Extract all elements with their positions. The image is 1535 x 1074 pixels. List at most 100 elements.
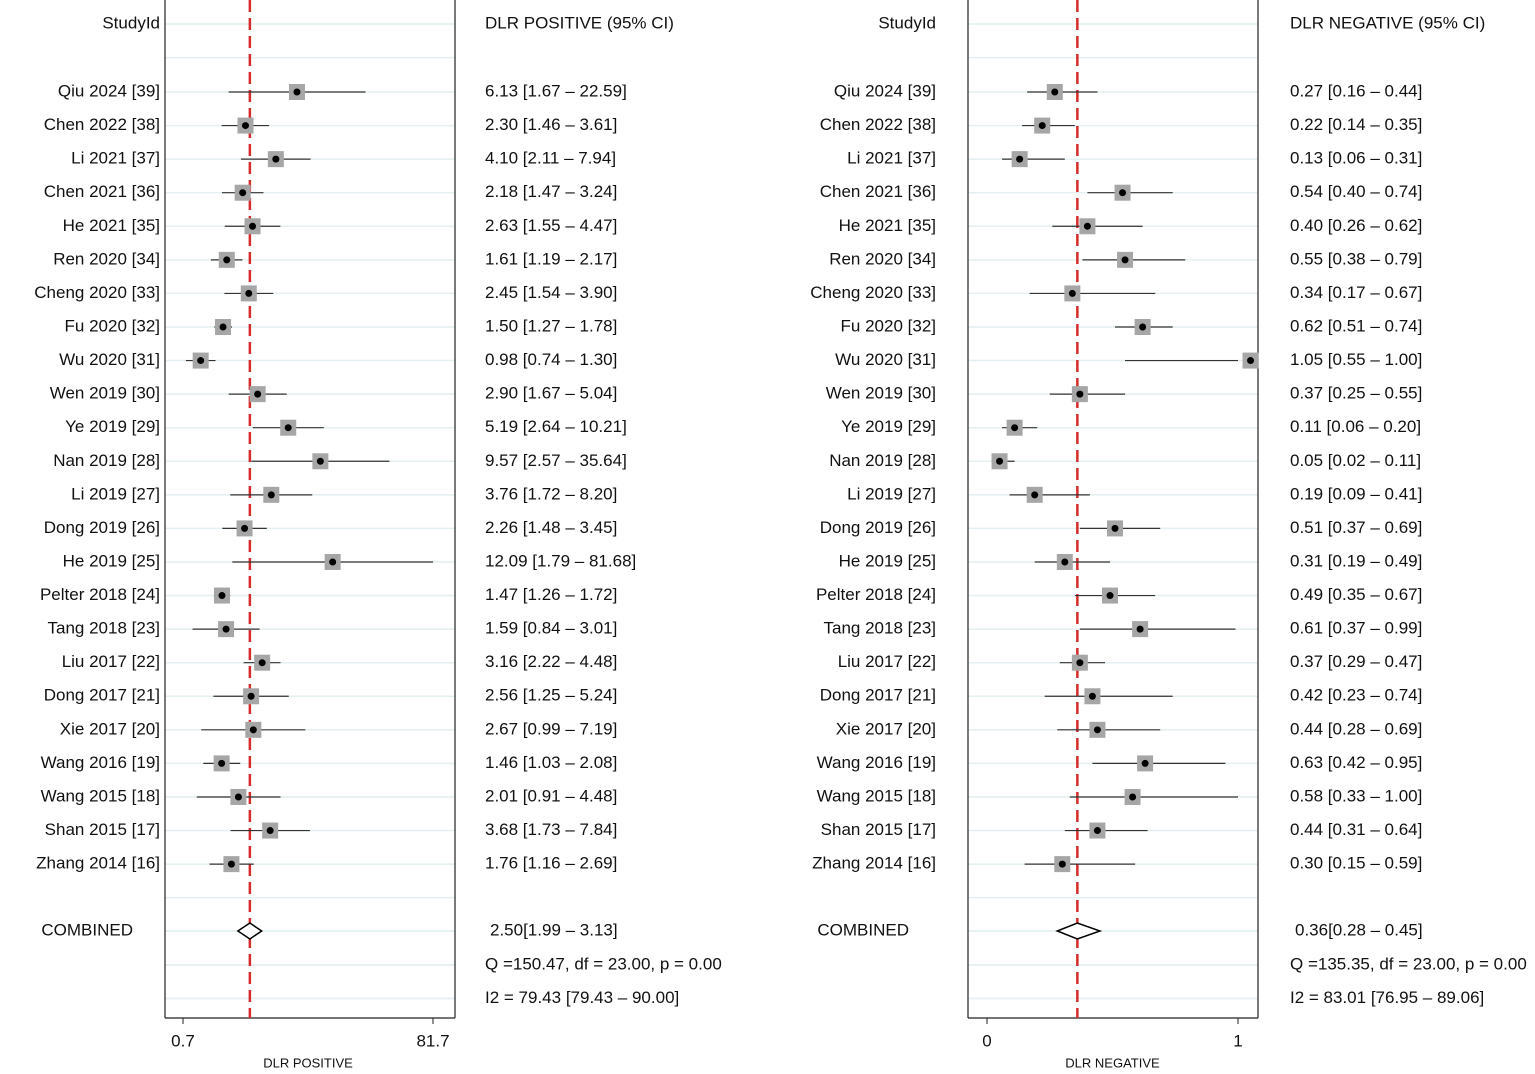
- study-estimate-label: 2.30 [1.46 – 3.61]: [485, 115, 617, 134]
- point-estimate: [247, 692, 255, 700]
- point-estimate: [1129, 793, 1137, 801]
- point-estimate: [1093, 726, 1101, 734]
- study-estimate-label: 2.56 [1.25 – 5.24]: [485, 686, 617, 705]
- point-estimate: [234, 793, 242, 801]
- x-axis-label: DLR NEGATIVE: [1065, 1055, 1160, 1070]
- study-name: Xie 2017 [20]: [60, 719, 160, 738]
- heterogeneity-stat: I2 = 83.01 [76.95 – 89.06]: [1290, 988, 1484, 1007]
- point-estimate: [1139, 323, 1147, 331]
- study-name: Xie 2017 [20]: [836, 719, 936, 738]
- study-name: Qiu 2024 [39]: [58, 81, 160, 100]
- study-estimate-label: 1.47 [1.26 – 1.72]: [485, 585, 617, 604]
- study-name: Pelter 2018 [24]: [816, 585, 936, 604]
- combined-estimate-label: 2.50[1.99 – 3.13]: [490, 920, 618, 939]
- study-name: Wang 2015 [18]: [817, 786, 936, 805]
- point-estimate: [1141, 759, 1149, 767]
- point-estimate: [254, 390, 262, 398]
- study-estimate-label: 0.61 [0.37 – 0.99]: [1290, 619, 1422, 638]
- heterogeneity-stat: Q =150.47, df = 23.00, p = 0.00: [485, 954, 722, 973]
- study-estimate-label: 2.18 [1.47 – 3.24]: [485, 182, 617, 201]
- study-estimate-label: 12.09 [1.79 – 81.68]: [485, 551, 636, 570]
- combined-label: COMBINED: [41, 920, 133, 939]
- point-estimate: [1058, 860, 1066, 868]
- x-tick-label: 1: [1233, 1031, 1242, 1050]
- study-name: Liu 2017 [22]: [62, 652, 160, 671]
- study-estimate-label: 2.01 [0.91 – 4.48]: [485, 786, 617, 805]
- ci-header: DLR POSITIVE (95% CI): [485, 13, 674, 32]
- study-estimate-label: 3.68 [1.73 – 7.84]: [485, 820, 617, 839]
- point-estimate: [1136, 625, 1144, 633]
- study-estimate-label: 4.10 [2.11 – 7.94]: [485, 149, 616, 168]
- study-name: He 2021 [35]: [63, 216, 160, 235]
- study-name: Tang 2018 [23]: [48, 619, 160, 638]
- point-estimate: [1247, 357, 1255, 365]
- point-estimate: [239, 189, 247, 197]
- study-estimate-label: 6.13 [1.67 – 22.59]: [485, 81, 627, 100]
- x-tick-label: 0: [982, 1031, 991, 1050]
- point-estimate: [293, 88, 301, 96]
- point-estimate: [996, 457, 1004, 465]
- study-name: Wang 2016 [19]: [41, 753, 160, 772]
- point-estimate: [223, 256, 231, 264]
- heterogeneity-stat: Q =135.35, df = 23.00, p = 0.00: [1290, 954, 1527, 973]
- point-estimate: [227, 860, 235, 868]
- x-tick-label: 0.7: [171, 1031, 195, 1050]
- study-name: Ren 2020 [34]: [829, 249, 936, 268]
- study-estimate-label: 1.76 [1.16 – 2.69]: [485, 854, 617, 873]
- x-tick-label: 81.7: [416, 1031, 449, 1050]
- study-estimate-label: 0.34 [0.17 – 0.67]: [1290, 283, 1422, 302]
- study-estimate-label: 0.63 [0.42 – 0.95]: [1290, 753, 1422, 772]
- study-name: Zhang 2014 [16]: [36, 854, 160, 873]
- point-estimate: [1076, 659, 1084, 667]
- point-estimate: [197, 357, 205, 365]
- study-name: Dong 2019 [26]: [44, 518, 160, 537]
- study-name: Shan 2015 [17]: [45, 820, 160, 839]
- study-estimate-label: 0.11 [0.06 – 0.20]: [1290, 417, 1421, 436]
- study-estimate-label: 0.37 [0.29 – 0.47]: [1290, 652, 1422, 671]
- study-name: Wang 2016 [19]: [817, 753, 936, 772]
- study-name: Wen 2019 [30]: [50, 384, 160, 403]
- ci-header: DLR NEGATIVE (95% CI): [1290, 13, 1485, 32]
- study-name: Liu 2017 [22]: [838, 652, 936, 671]
- point-estimate: [272, 155, 280, 163]
- point-estimate: [222, 625, 230, 633]
- point-estimate: [1088, 692, 1096, 700]
- point-estimate: [1031, 491, 1039, 499]
- combined-label: COMBINED: [817, 920, 909, 939]
- study-estimate-label: 0.54 [0.40 – 0.74]: [1290, 182, 1422, 201]
- study-estimate-label: 1.05 [0.55 – 1.00]: [1290, 350, 1422, 369]
- heterogeneity-stat: I2 = 79.43 [79.43 – 90.00]: [485, 988, 679, 1007]
- study-estimate-label: 0.19 [0.09 – 0.41]: [1290, 484, 1422, 503]
- point-estimate: [249, 726, 257, 734]
- study-estimate-label: 0.37 [0.25 – 0.55]: [1290, 384, 1422, 403]
- study-name: Wen 2019 [30]: [826, 384, 936, 403]
- study-name: Wu 2020 [31]: [835, 350, 936, 369]
- study-name: Chen 2021 [36]: [820, 182, 936, 201]
- study-estimate-label: 0.44 [0.28 – 0.69]: [1290, 719, 1422, 738]
- study-estimate-label: 0.62 [0.51 – 0.74]: [1290, 316, 1422, 335]
- point-estimate: [218, 592, 226, 600]
- study-name: Tang 2018 [23]: [824, 619, 936, 638]
- study-estimate-label: 0.51 [0.37 – 0.69]: [1290, 518, 1422, 537]
- study-estimate-label: 2.67 [0.99 – 7.19]: [485, 719, 617, 738]
- point-estimate: [241, 524, 249, 532]
- study-name: Nan 2019 [28]: [53, 451, 160, 470]
- study-name: Fu 2020 [32]: [65, 316, 160, 335]
- study-estimate-label: 0.58 [0.33 – 1.00]: [1290, 786, 1422, 805]
- point-estimate: [329, 558, 337, 566]
- study-name: Nan 2019 [28]: [829, 451, 936, 470]
- study-name: Ye 2019 [29]: [841, 417, 936, 436]
- point-estimate: [1076, 390, 1084, 398]
- point-estimate: [1106, 592, 1114, 600]
- study-estimate-label: 2.63 [1.55 – 4.47]: [485, 216, 617, 235]
- study-estimate-label: 3.76 [1.72 – 8.20]: [485, 484, 617, 503]
- study-name: Wang 2015 [18]: [41, 786, 160, 805]
- study-estimate-label: 1.59 [0.84 – 3.01]: [485, 619, 617, 638]
- study-name: Fu 2020 [32]: [841, 316, 936, 335]
- study-name: Chen 2022 [38]: [820, 115, 936, 134]
- point-estimate: [316, 457, 324, 465]
- study-estimate-label: 0.42 [0.23 – 0.74]: [1290, 686, 1422, 705]
- study-name: He 2019 [25]: [839, 551, 936, 570]
- study-header: StudyId: [878, 13, 936, 32]
